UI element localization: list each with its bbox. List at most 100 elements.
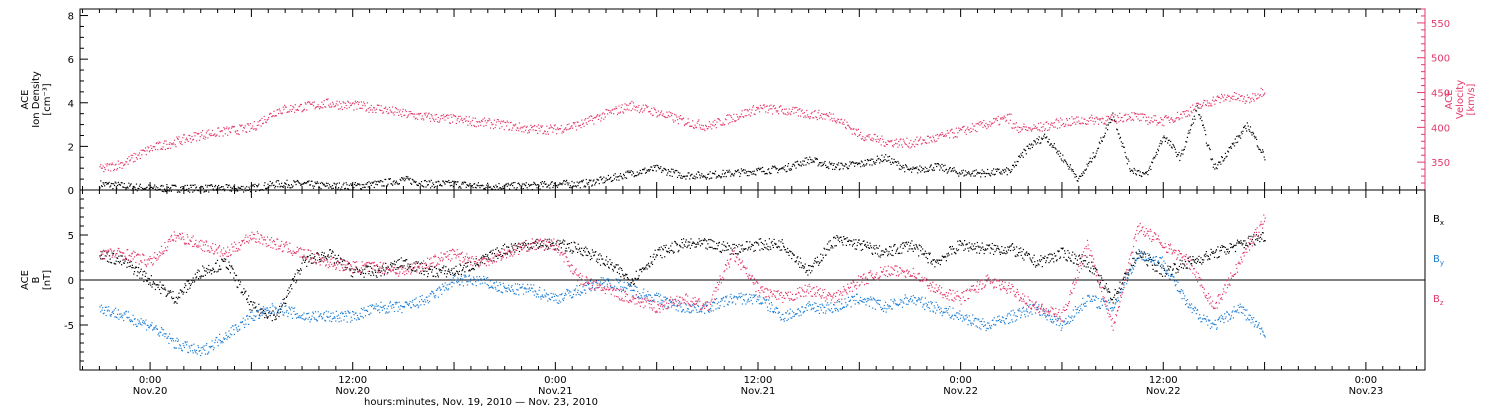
velocity-point — [442, 114, 445, 116]
density-point — [109, 186, 111, 188]
b-point-Bx — [1005, 253, 1007, 255]
velocity-point — [1176, 117, 1178, 119]
density-point — [888, 159, 890, 161]
velocity-point — [876, 141, 878, 143]
density-point — [983, 170, 985, 173]
density-point — [275, 181, 277, 183]
velocity-point — [708, 121, 710, 123]
velocity-point — [328, 104, 330, 106]
b-point-Bx — [342, 259, 344, 261]
b-point-Bx — [830, 245, 833, 247]
b-point-Bx — [1034, 266, 1037, 268]
density-point — [624, 177, 626, 179]
density-point — [523, 183, 525, 185]
b-point-Bx — [595, 251, 597, 253]
density-point — [721, 173, 723, 175]
velocity-point — [338, 108, 340, 110]
velocity-point — [752, 105, 755, 107]
b-point-Bx — [1012, 249, 1014, 251]
density-point — [157, 187, 159, 189]
density-point — [961, 170, 963, 172]
b-point-Bx — [876, 247, 878, 249]
b-point-Bx — [131, 264, 133, 266]
velocity-point — [664, 116, 666, 118]
density-point — [1038, 136, 1040, 138]
density-point — [933, 169, 935, 171]
velocity-point — [539, 130, 541, 132]
velocity-point — [997, 115, 999, 118]
velocity-point — [1186, 115, 1188, 117]
b-point-Bx — [555, 243, 557, 245]
b-point-Bx — [1011, 243, 1013, 245]
b-point-Bx — [758, 244, 760, 246]
velocity-point — [797, 109, 799, 111]
b-point-Bx — [385, 267, 387, 269]
b-point-Bx — [781, 239, 783, 241]
density-point — [562, 182, 564, 184]
b-point-Bx — [1220, 246, 1222, 248]
density-point — [154, 188, 157, 190]
velocity-point — [891, 140, 893, 142]
b-point-Bx — [236, 286, 238, 288]
density-point — [1037, 142, 1039, 144]
density-point — [673, 172, 676, 174]
density-point — [1129, 170, 1131, 172]
velocity-point — [816, 119, 818, 121]
ytick-label-left: 8 — [68, 12, 74, 23]
b-point-Bx — [928, 253, 931, 256]
b-point-Bx — [1186, 267, 1188, 269]
velocity-point — [958, 130, 961, 132]
velocity-point — [587, 117, 589, 119]
velocity-point — [430, 114, 432, 116]
velocity-point — [1162, 119, 1164, 121]
velocity-point — [1131, 112, 1133, 114]
density-point — [1044, 133, 1046, 135]
velocity-point — [475, 126, 477, 128]
b-point-Bx — [732, 243, 734, 246]
density-point — [404, 180, 406, 182]
velocity-point — [196, 133, 198, 135]
b-point-Bx — [322, 257, 324, 259]
density-point — [822, 163, 824, 166]
b-point-Bx — [897, 252, 899, 255]
velocity-point — [455, 122, 457, 124]
density-point — [1106, 124, 1108, 126]
b-point-Bx — [960, 244, 962, 246]
velocity-point — [584, 119, 586, 121]
b-point-By — [128, 316, 130, 319]
velocity-point — [547, 131, 549, 133]
b-point-Bx — [905, 242, 907, 244]
density-point — [1170, 140, 1172, 143]
b-point-By — [146, 329, 148, 331]
density-point — [882, 161, 884, 163]
density-point — [265, 188, 267, 190]
velocity-point — [825, 113, 828, 115]
b-point-Bx — [1022, 248, 1024, 251]
velocity-point — [473, 124, 475, 127]
velocity-point — [171, 143, 173, 145]
density-point — [249, 188, 251, 190]
velocity-point — [474, 117, 476, 119]
b-point-Bx — [592, 251, 594, 253]
b-point-By — [114, 316, 116, 318]
density-point — [203, 191, 205, 193]
velocity-point — [767, 112, 769, 114]
velocity-point — [619, 112, 621, 114]
b-point-Bx — [410, 266, 412, 268]
b-point-Bx — [491, 260, 493, 262]
b-point-Bx — [1058, 250, 1060, 252]
velocity-point — [518, 130, 520, 132]
b-point-Bx — [805, 270, 808, 272]
density-point — [532, 183, 534, 185]
b-point-Bx — [183, 291, 185, 293]
velocity-point — [928, 142, 930, 144]
b-point-Bx — [431, 271, 433, 273]
b-point-Bx — [627, 278, 629, 280]
velocity-point — [747, 110, 749, 112]
b-point-Bx — [691, 244, 693, 246]
b-point-Bx — [549, 241, 551, 244]
velocity-point — [414, 113, 416, 115]
b-point-Bx — [201, 275, 203, 277]
b-point-Bx — [142, 271, 144, 273]
velocity-point — [605, 108, 607, 111]
